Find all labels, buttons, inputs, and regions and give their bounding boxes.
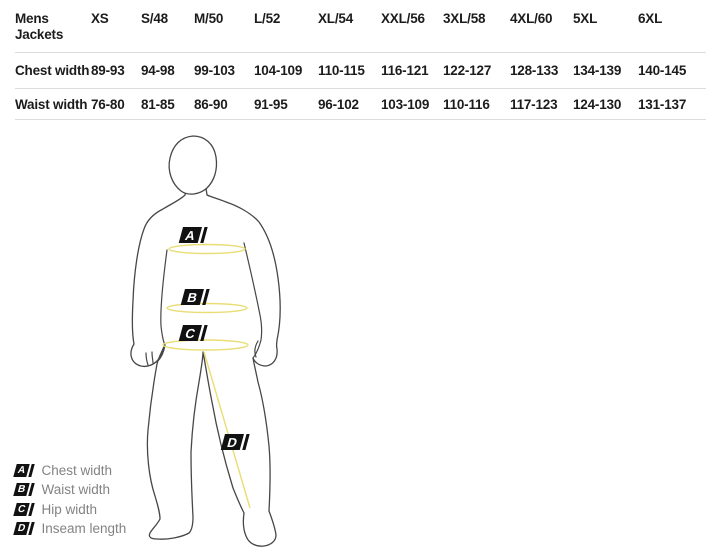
- size-column-header: XS: [91, 11, 109, 26]
- chest-value: 128-133: [510, 63, 559, 78]
- waist-value: 96-102: [318, 96, 359, 112]
- legend-d-badge: D: [13, 522, 30, 536]
- marker-c-letter: C: [184, 326, 198, 341]
- size-column-header: 3XL/58: [443, 11, 486, 26]
- waist-value: 86-90: [194, 96, 228, 112]
- hip-measure-ellipse: [162, 339, 249, 351]
- size-column-header: 6XL: [638, 11, 663, 26]
- row-label: Waist width: [15, 96, 88, 112]
- legend-item-chest: A Chest width: [13, 461, 126, 480]
- waist-value: 117-123: [510, 96, 558, 112]
- size-table-header-row: Mens Jackets XS S/48 M/50 L/52 XL/54 XXL…: [15, 11, 706, 53]
- legend-b-badge: B: [13, 483, 30, 497]
- inseam-measure-line: [203, 351, 251, 509]
- right-thumb-line: [254, 340, 259, 358]
- legend-item-hip: C Hip width: [13, 500, 126, 519]
- waist-value: 124-130: [573, 96, 622, 112]
- right-inner-arm-line: [243, 242, 263, 359]
- left-inner-arm-line: [156, 249, 168, 363]
- marker-b-letter: B: [186, 290, 199, 305]
- legend-b-letter: B: [16, 484, 27, 496]
- head: [168, 135, 218, 195]
- chest-value: 89-93: [91, 63, 125, 78]
- legend-item-waist: B Waist width: [13, 480, 126, 499]
- waist-value: 81-85: [141, 96, 175, 112]
- waist-value: 110-116: [443, 96, 490, 112]
- waist-value: 131-137: [638, 96, 687, 112]
- legend-b-label: Waist width: [41, 482, 111, 498]
- chest-value: 110-115: [318, 63, 365, 78]
- row-label: Chest width: [15, 63, 90, 78]
- waist-measure-ellipse: [166, 302, 248, 314]
- size-column-header: 5XL: [573, 11, 598, 26]
- waist-value: 76-80: [91, 96, 125, 112]
- legend-a-label: Chest width: [41, 463, 113, 479]
- legend-c-letter: C: [16, 503, 27, 515]
- marker-a-badge: A: [178, 227, 208, 243]
- legend-d-label: Inseam length: [41, 521, 127, 537]
- size-column-header: XL/54: [318, 11, 354, 26]
- size-table: Mens Jackets XS S/48 M/50 L/52 XL/54 XXL…: [15, 11, 706, 120]
- chest-value: 94-98: [141, 63, 175, 78]
- table-row-chest-width: Chest width 89-93 94-98 99-103 104-109 1…: [15, 53, 706, 89]
- size-column-header: 4XL/60: [510, 11, 553, 26]
- size-column-header: S/48: [141, 11, 168, 26]
- size-column-header: M/50: [194, 11, 224, 26]
- marker-c-badge: C: [178, 325, 208, 341]
- legend-c-badge: C: [13, 502, 30, 516]
- marker-d-letter: D: [226, 435, 239, 450]
- chest-value: 116-121: [381, 63, 429, 78]
- chest-value: 122-127: [443, 63, 492, 78]
- chest-value: 134-139: [573, 63, 622, 78]
- legend-c-label: Hip width: [41, 501, 98, 517]
- product-title: Mens Jackets: [15, 11, 64, 42]
- chest-value: 104-109: [254, 63, 303, 78]
- table-row-waist-width: Waist width 76-80 81-85 86-90 91-95 96-1…: [15, 89, 706, 120]
- legend-a-letter: A: [16, 465, 27, 477]
- left-hand-finger-line: [145, 352, 149, 366]
- marker-d-badge: D: [220, 434, 250, 450]
- legend-item-inseam: D Inseam length: [13, 519, 127, 538]
- size-column-header: L/52: [254, 11, 281, 26]
- waist-value: 103-109: [381, 96, 430, 112]
- legend-a-badge: A: [13, 464, 30, 478]
- size-column-header: XXL/56: [381, 11, 425, 26]
- chest-measure-ellipse: [168, 243, 246, 255]
- chest-value: 140-145: [638, 63, 687, 78]
- body-silhouette: [130, 187, 281, 547]
- legend-b-slash: [28, 483, 35, 497]
- chest-value: 99-103: [194, 63, 235, 78]
- legend-d-letter: D: [16, 523, 27, 535]
- marker-b-badge: B: [180, 289, 210, 305]
- marker-a-letter: A: [184, 228, 198, 243]
- left-hand-finger-line: [151, 351, 154, 364]
- waist-value: 91-95: [254, 96, 288, 112]
- measurement-legend: A Chest width B Waist width C Hip width …: [13, 461, 127, 538]
